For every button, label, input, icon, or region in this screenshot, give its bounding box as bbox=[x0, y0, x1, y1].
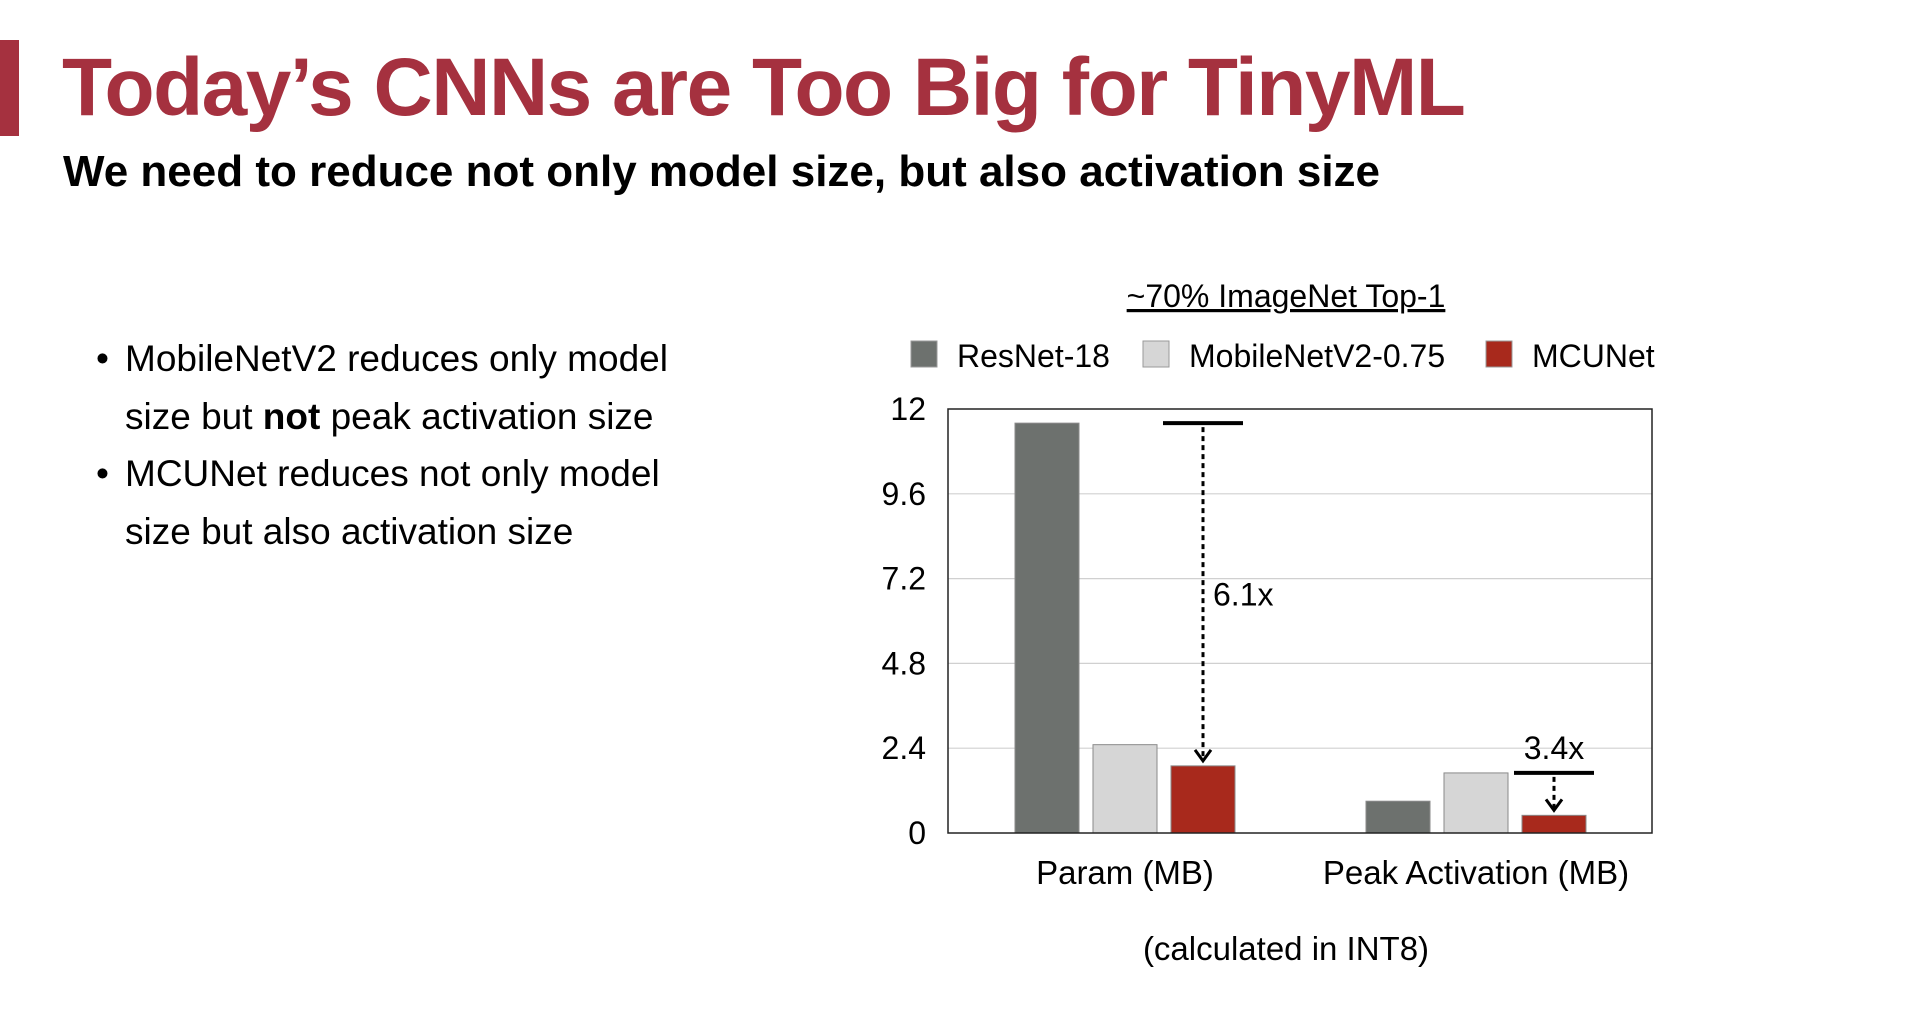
slide-title: Today’s CNNs are Too Big for TinyML bbox=[62, 42, 1466, 133]
bullet-text: MCUNet reduces not only model bbox=[125, 453, 660, 494]
chart-axes: 0 2.4 4.8 7.2 9.6 12 Param (MB) Peak Activation… bbox=[882, 391, 1653, 891]
chart-legend: ResNet-18 MobileNetV2-0.75 MCUNet bbox=[910, 338, 1655, 374]
reduction-arrow-head bbox=[1193, 748, 1213, 764]
y-tick-label: 7.2 bbox=[882, 561, 926, 597]
bullet-text: MobileNetV2 reduces only model bbox=[125, 338, 668, 379]
legend-swatch bbox=[910, 340, 938, 368]
bullet-dot: • bbox=[96, 453, 109, 494]
legend-label: MCUNet bbox=[1532, 338, 1655, 374]
y-tick-label: 4.8 bbox=[882, 645, 926, 681]
bullet-text: size but also activation size bbox=[125, 510, 574, 552]
reduction-label: 6.1x bbox=[1213, 577, 1273, 613]
bullet-item: • MCUNet reduces not only model size but a… bbox=[96, 445, 796, 560]
legend-swatch bbox=[1485, 340, 1513, 368]
chart-title: ~70% ImageNet Top-1 bbox=[1127, 278, 1446, 314]
title-accent-bar bbox=[0, 40, 19, 136]
bullet-emphasis: not bbox=[262, 395, 321, 437]
y-tick-label: 2.4 bbox=[882, 730, 926, 766]
bullet-text: peak activation size bbox=[320, 395, 654, 437]
bar bbox=[1521, 814, 1587, 834]
y-tick-label: 12 bbox=[890, 391, 926, 427]
legend-swatch bbox=[1142, 340, 1170, 368]
bar bbox=[1092, 744, 1158, 834]
chart-annotations: 6.1x 3.4x bbox=[1163, 421, 1594, 813]
plot-frame bbox=[947, 408, 1653, 834]
bullet-dot: • bbox=[96, 338, 109, 379]
bar bbox=[1443, 772, 1509, 834]
chart-note: (calculated in INT8) bbox=[1143, 930, 1429, 967]
bar bbox=[1014, 422, 1080, 834]
bullet-list: • MobileNetV2 reduces only model size but … bbox=[96, 330, 796, 560]
bullet-line: MCUNet reduces not only model bbox=[125, 445, 796, 503]
legend-label: MobileNetV2-0.75 bbox=[1189, 338, 1445, 374]
x-category-label: Param (MB) bbox=[1036, 854, 1214, 891]
bullet-item: • MobileNetV2 reduces only model size but … bbox=[96, 330, 796, 445]
bullet-line: size but not peak activation size bbox=[125, 388, 796, 446]
bullet-line: MobileNetV2 reduces only model bbox=[125, 330, 796, 388]
bar bbox=[1365, 800, 1431, 834]
reduction-label: 3.4x bbox=[1524, 730, 1584, 766]
legend-label: ResNet-18 bbox=[957, 338, 1110, 374]
bar bbox=[1170, 765, 1236, 834]
x-category-label: Peak Activation (MB) bbox=[1323, 854, 1629, 891]
y-tick-label: 0 bbox=[908, 815, 926, 851]
y-tick-label: 9.6 bbox=[882, 476, 926, 512]
bullet-line: size but also activation size bbox=[125, 503, 796, 561]
bullet-text: size but bbox=[125, 395, 263, 437]
chart-bars bbox=[1014, 422, 1587, 834]
slide-subtitle: We need to reduce not only model size, b… bbox=[63, 147, 1381, 196]
reduction-arrow-head bbox=[1544, 798, 1564, 813]
